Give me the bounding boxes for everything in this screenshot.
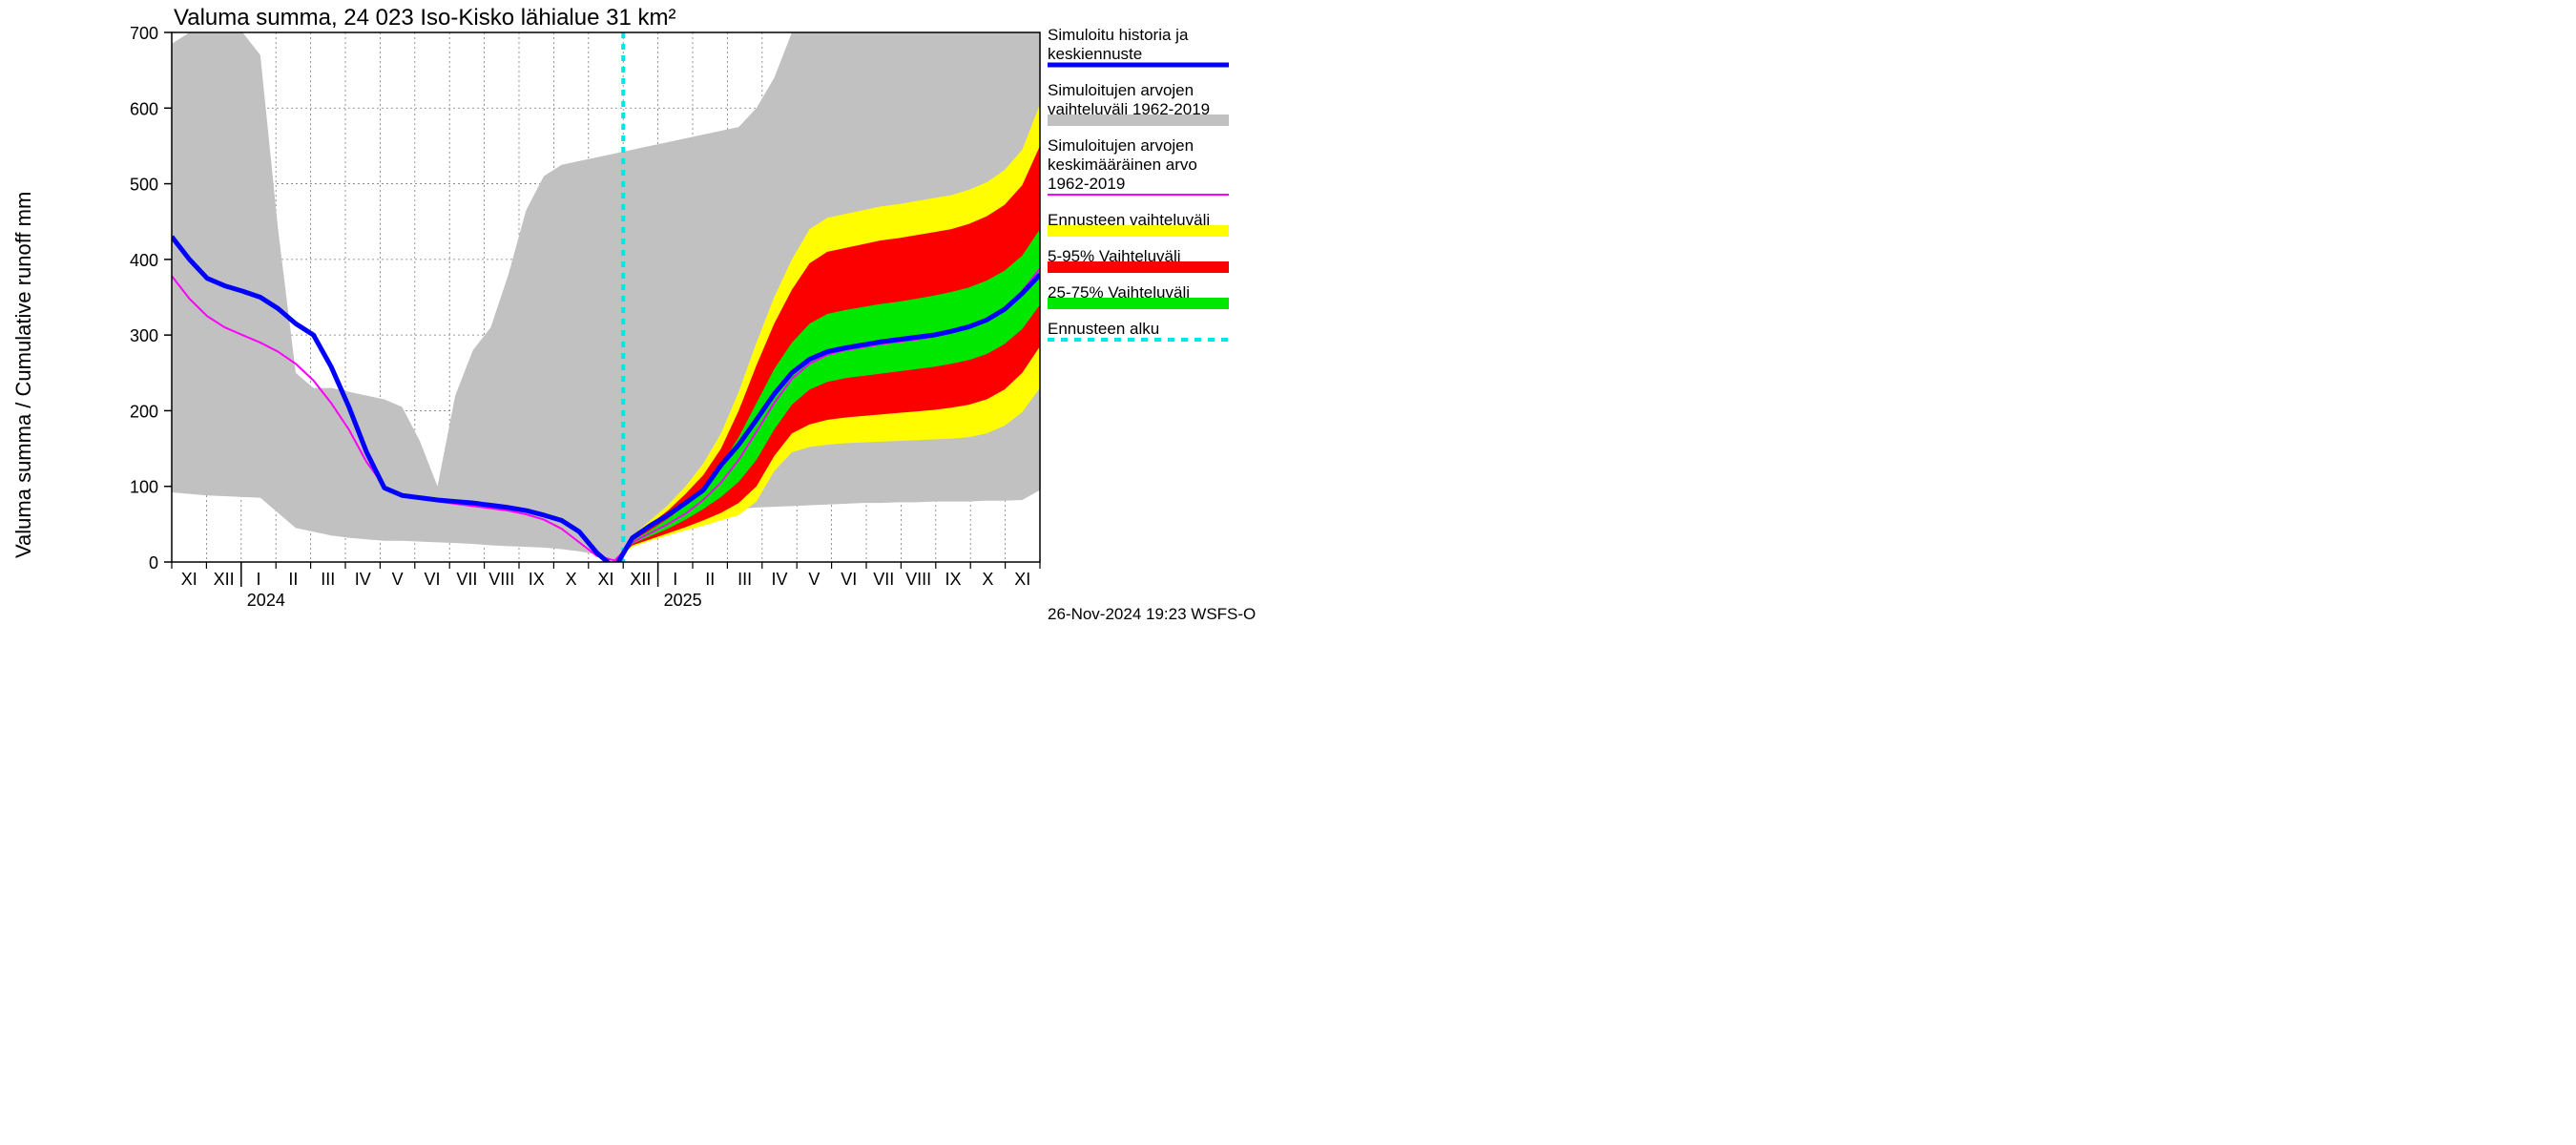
x-tick-label: V (392, 570, 404, 589)
x-tick-label: X (982, 570, 993, 589)
x-tick-label: III (321, 570, 335, 589)
x-tick-label: X (566, 570, 577, 589)
x-tick-label: VIII (905, 570, 931, 589)
x-tick-label: IX (529, 570, 545, 589)
x-tick-label: II (288, 570, 298, 589)
x-tick-label: IV (355, 570, 371, 589)
x-tick-label: V (808, 570, 820, 589)
x-tick-label: XI (181, 570, 197, 589)
year-label: 2025 (664, 591, 702, 610)
legend-swatch (1048, 114, 1229, 126)
x-tick-label: I (256, 570, 260, 589)
legend-label: 1962-2019 (1048, 175, 1125, 193)
legend-swatch (1048, 225, 1229, 237)
y-tick-label: 400 (130, 251, 158, 270)
y-tick-label: 700 (130, 24, 158, 43)
x-tick-label: II (705, 570, 715, 589)
chart-footer: 26-Nov-2024 19:23 WSFS-O (1048, 605, 1256, 623)
x-tick-label: VI (424, 570, 440, 589)
y-tick-label: 100 (130, 478, 158, 497)
x-tick-label: XII (630, 570, 651, 589)
x-tick-label: I (673, 570, 677, 589)
legend-label: keskiennuste (1048, 45, 1142, 63)
x-tick-label: III (737, 570, 752, 589)
x-tick-label: VII (456, 570, 477, 589)
y-axis-label: Valuma summa / Cumulative runoff mm (11, 192, 35, 558)
legend-swatch (1048, 298, 1229, 309)
y-tick-label: 500 (130, 176, 158, 195)
y-tick-label: 200 (130, 402, 158, 421)
legend-label: Ennusteen alku (1048, 320, 1159, 338)
x-tick-label: VII (873, 570, 894, 589)
legend-label: Simuloitu historia ja (1048, 26, 1189, 44)
chart-title: Valuma summa, 24 023 Iso-Kisko lähialue … (174, 5, 675, 31)
x-tick-label: IV (771, 570, 787, 589)
y-tick-label: 300 (130, 326, 158, 345)
x-tick-label: XI (1014, 570, 1030, 589)
legend-label: Simuloitujen arvojen (1048, 136, 1194, 155)
year-label: 2024 (247, 591, 285, 610)
x-tick-label: XII (214, 570, 235, 589)
legend-label: keskimääräinen arvo (1048, 156, 1197, 174)
legend-label: Simuloitujen arvojen (1048, 81, 1194, 99)
x-tick-label: VI (841, 570, 857, 589)
x-tick-label: XI (597, 570, 613, 589)
x-tick-label: VIII (488, 570, 514, 589)
y-tick-label: 600 (130, 99, 158, 118)
legend-swatch (1048, 261, 1229, 273)
runoff-chart: 0100200300400500600700XIXIIIIIIIIIVVVIVI… (0, 0, 1431, 636)
y-tick-label: 0 (149, 553, 158, 572)
x-tick-label: IX (945, 570, 961, 589)
